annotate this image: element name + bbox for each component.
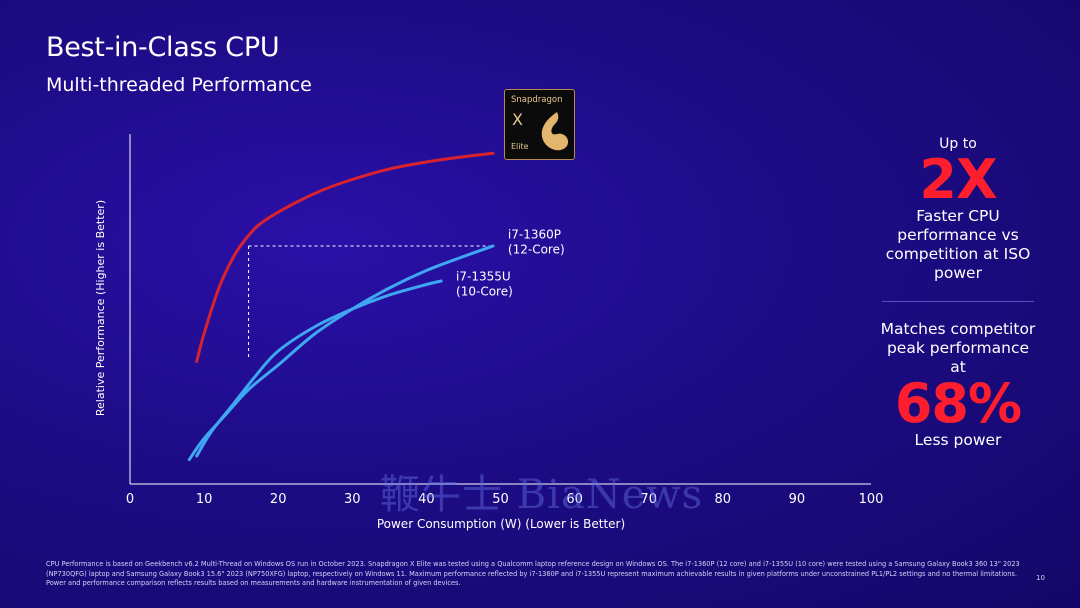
snapdragon-flame-icon (541, 112, 569, 151)
claim-matches-text: Matches competitor peak performance at (880, 320, 1036, 376)
page-number: 10 (1036, 574, 1045, 582)
series-annotation-cores: (12-Core) (508, 243, 565, 257)
x-tick-label: 40 (418, 492, 435, 507)
claim-2x: 2X (919, 148, 997, 211)
logo-elite-text: Elite (511, 142, 529, 151)
claim-faster-text: Faster CPU performance vs competition at… (885, 207, 1031, 282)
x-tick-label: 20 (270, 492, 287, 507)
slide-subtitle: Multi-threaded Performance (46, 74, 312, 96)
claim-up-to: Up to (939, 136, 977, 152)
series-annotation-name: i7-1360P (508, 228, 561, 242)
series-line-i7-1355u (195, 279, 443, 458)
x-tick-label: 90 (789, 492, 806, 507)
footnote-text: CPU Performance is based on Geekbench v6… (46, 560, 1020, 587)
x-tick-label: 10 (196, 492, 213, 507)
claim-68-percent: 68% (894, 372, 1022, 435)
series-line-i7-1360p (187, 244, 495, 461)
x-tick-label: 60 (566, 492, 583, 507)
key-claims-panel: Up to 2X Faster CPU performance vs compe… (878, 136, 1038, 450)
bianews-watermark: 鞭牛士 BiaNews (380, 472, 704, 518)
series-line-snapdragon (195, 151, 495, 363)
series-annotation-cores: (10-Core) (456, 285, 513, 299)
x-tick-label: 0 (126, 492, 134, 507)
x-tick-label: 70 (640, 492, 657, 507)
logo-brand-text: Snapdragon (511, 95, 563, 105)
y-axis-label: Relative Performance (Higher is Better) (94, 200, 107, 416)
slide-title: Best-in-Class CPU (46, 32, 280, 63)
claim-less-power: Less power (914, 431, 1002, 449)
x-tick-label: 80 (715, 492, 732, 507)
x-axis-label: Power Consumption (W) (Lower is Better) (377, 517, 625, 531)
x-tick-label: 30 (344, 492, 361, 507)
x-tick-label: 50 (492, 492, 509, 507)
logo-x-text: X (512, 110, 523, 129)
claims-divider (882, 301, 1034, 302)
series-annotation-name: i7-1355U (456, 270, 511, 284)
x-tick-label: 100 (859, 492, 884, 507)
snapdragon-x-elite-logo: Snapdragon X Elite (504, 89, 575, 160)
